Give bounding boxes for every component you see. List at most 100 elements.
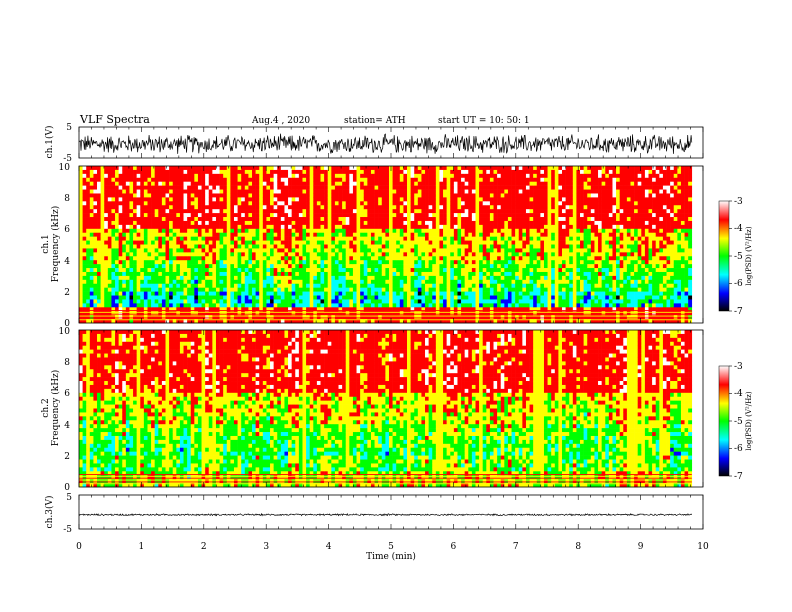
ch1-spectrogram-cell [115, 264, 119, 269]
ch1-spectrogram-cell [187, 217, 192, 222]
ch1-spectrogram-cell [298, 240, 303, 245]
ch1-spectrogram-cell [482, 240, 487, 245]
ch1-spectrogram-cell [147, 264, 152, 269]
ch1-spectrogram-cell [313, 291, 318, 296]
ch1-spectrogram-cell [417, 299, 422, 304]
ch1-spectrogram-cell [79, 213, 83, 218]
ch1-spectrogram-cell [288, 275, 292, 281]
ch1-spectrogram-cell [316, 189, 321, 194]
ch1-spectrogram-cell [479, 299, 483, 304]
ch1-spectrogram-cell [428, 248, 433, 253]
ch1-spectrogram-cell [284, 228, 289, 234]
ch1-spectrogram-cell [313, 244, 318, 249]
ch1-spectrogram-cell [338, 299, 343, 304]
ch1-spectrogram-cell [385, 166, 390, 171]
ch1-spectrogram-cell [169, 271, 174, 277]
ch1-spectrogram-cell [475, 311, 480, 316]
ch1-spectrogram-cell [277, 201, 282, 206]
ch1-spectrogram-cell [259, 260, 264, 265]
ch1-spectrogram-cell [161, 232, 166, 237]
ch1-spectrogram-cell [417, 248, 422, 253]
ch1-spectrogram-cell [100, 205, 105, 210]
ch1-spectrogram-cell [414, 291, 419, 296]
ch1-spectrogram-cell [107, 169, 112, 175]
ch1-spectrogram-cell [497, 185, 502, 190]
ch1-spectrogram-cell [133, 209, 137, 214]
ch1-spectrogram-cell [464, 193, 469, 198]
ch1-spectrogram-cell [349, 209, 354, 214]
ch1-spectrogram-cell [259, 283, 264, 288]
ch1-spectrogram-cell [212, 197, 217, 202]
ch1-spectrogram-cell [259, 244, 264, 249]
ch1-spectrogram-cell [280, 236, 285, 241]
ch1-spectrogram-cell [407, 232, 411, 237]
ch1-spectrogram-cell [86, 283, 91, 288]
ch1-spectrogram-cell [349, 173, 354, 179]
ch1-spectrogram-cell [169, 311, 174, 316]
ch1-spectrogram-cell [169, 236, 174, 241]
ch1-spectrogram-cell [107, 275, 112, 281]
ch1-spectrogram-cell [360, 311, 365, 316]
ch1-spectrogram-cell [194, 291, 199, 296]
ch1-spectrogram-cell [161, 248, 166, 253]
ch1-spectrogram-cell [248, 307, 253, 312]
ch1-spectrogram-cell [252, 268, 256, 273]
ch1-spectrogram-cell [497, 209, 502, 214]
ch1-spectrogram-cell [334, 287, 339, 292]
ch1-spectrogram-cell [453, 275, 458, 281]
ch1-spectrogram-cell [252, 193, 256, 198]
ch1-spectrogram-cell [396, 248, 401, 253]
ch1-spectrogram-cell [97, 197, 101, 202]
ch1-spectrogram-cell [230, 315, 235, 320]
ch1-spectrogram-cell [187, 232, 192, 237]
ch1-spectrogram-cell [479, 193, 483, 198]
ch1-spectrogram-cell [504, 295, 509, 300]
ch1-spectrogram-cell [468, 287, 473, 292]
ch1-spectrogram-cell [399, 232, 404, 237]
ch1-spectrogram-cell [219, 303, 224, 308]
ch1-spectrogram-cell [172, 307, 177, 312]
ch1-spectrogram-cell [486, 181, 491, 186]
ch1-spectrogram-cell [385, 252, 390, 257]
ch1-spectrogram-cell [190, 279, 195, 285]
ch1-spectrogram-cell [381, 248, 386, 253]
ch1-spectrogram-cell [443, 232, 447, 237]
ch1-spectrogram-cell [331, 248, 336, 253]
ch1-spectrogram-cell [381, 240, 386, 245]
ch1-spectrogram-cell [338, 177, 343, 182]
ch1-spectrogram-cell [515, 166, 520, 171]
ch1-spectrogram-cell [169, 213, 174, 218]
ch1-spectrogram-cell [248, 283, 253, 288]
ch1-spectrogram-cell [486, 236, 491, 241]
ch1-spectrogram-cell [118, 189, 123, 194]
ch1-spectrogram-cell [407, 244, 411, 249]
ch1-spectrogram-cell [122, 303, 127, 308]
ch1-spectrogram-cell [309, 173, 314, 179]
ch1-spectrogram-cell [320, 217, 325, 222]
ch1-spectrogram-cell [515, 307, 520, 312]
ch1-spectrogram-cell [320, 173, 325, 179]
ch1-spectrogram-cell [122, 236, 127, 241]
ch1-spectrogram-cell [273, 166, 278, 171]
ch1-spectrogram-cell [212, 252, 217, 257]
ch1-spectrogram-cell [93, 271, 98, 277]
ch1-spectrogram-cell [471, 173, 476, 179]
ch1-spectrogram-cell [104, 311, 109, 316]
ch1-spectrogram-cell [288, 256, 292, 261]
ch1-spectrogram-cell [176, 271, 181, 277]
ch1-spectrogram-cell [179, 236, 184, 241]
ch1-spectrogram-cell [219, 240, 224, 245]
ch1-spectrogram-cell [313, 275, 318, 281]
ch1-spectrogram-cell [140, 291, 145, 296]
ch1-spectrogram-cell [349, 295, 354, 300]
ch1-spectrogram-cell [493, 236, 498, 241]
ch1-spectrogram-cell [511, 248, 516, 253]
ch1-spectrogram-cell [500, 169, 505, 175]
ch1-spectrogram-cell [205, 256, 210, 261]
ch1-spectrogram-cell [352, 205, 357, 210]
ch1-spectrogram-cell [125, 315, 130, 320]
ch1-spectrogram-cell [79, 201, 83, 206]
ch1-spectrogram-cell [140, 220, 145, 226]
ch1-spectrogram-cell [262, 193, 267, 198]
ch1-spectrogram-cell [97, 232, 101, 237]
